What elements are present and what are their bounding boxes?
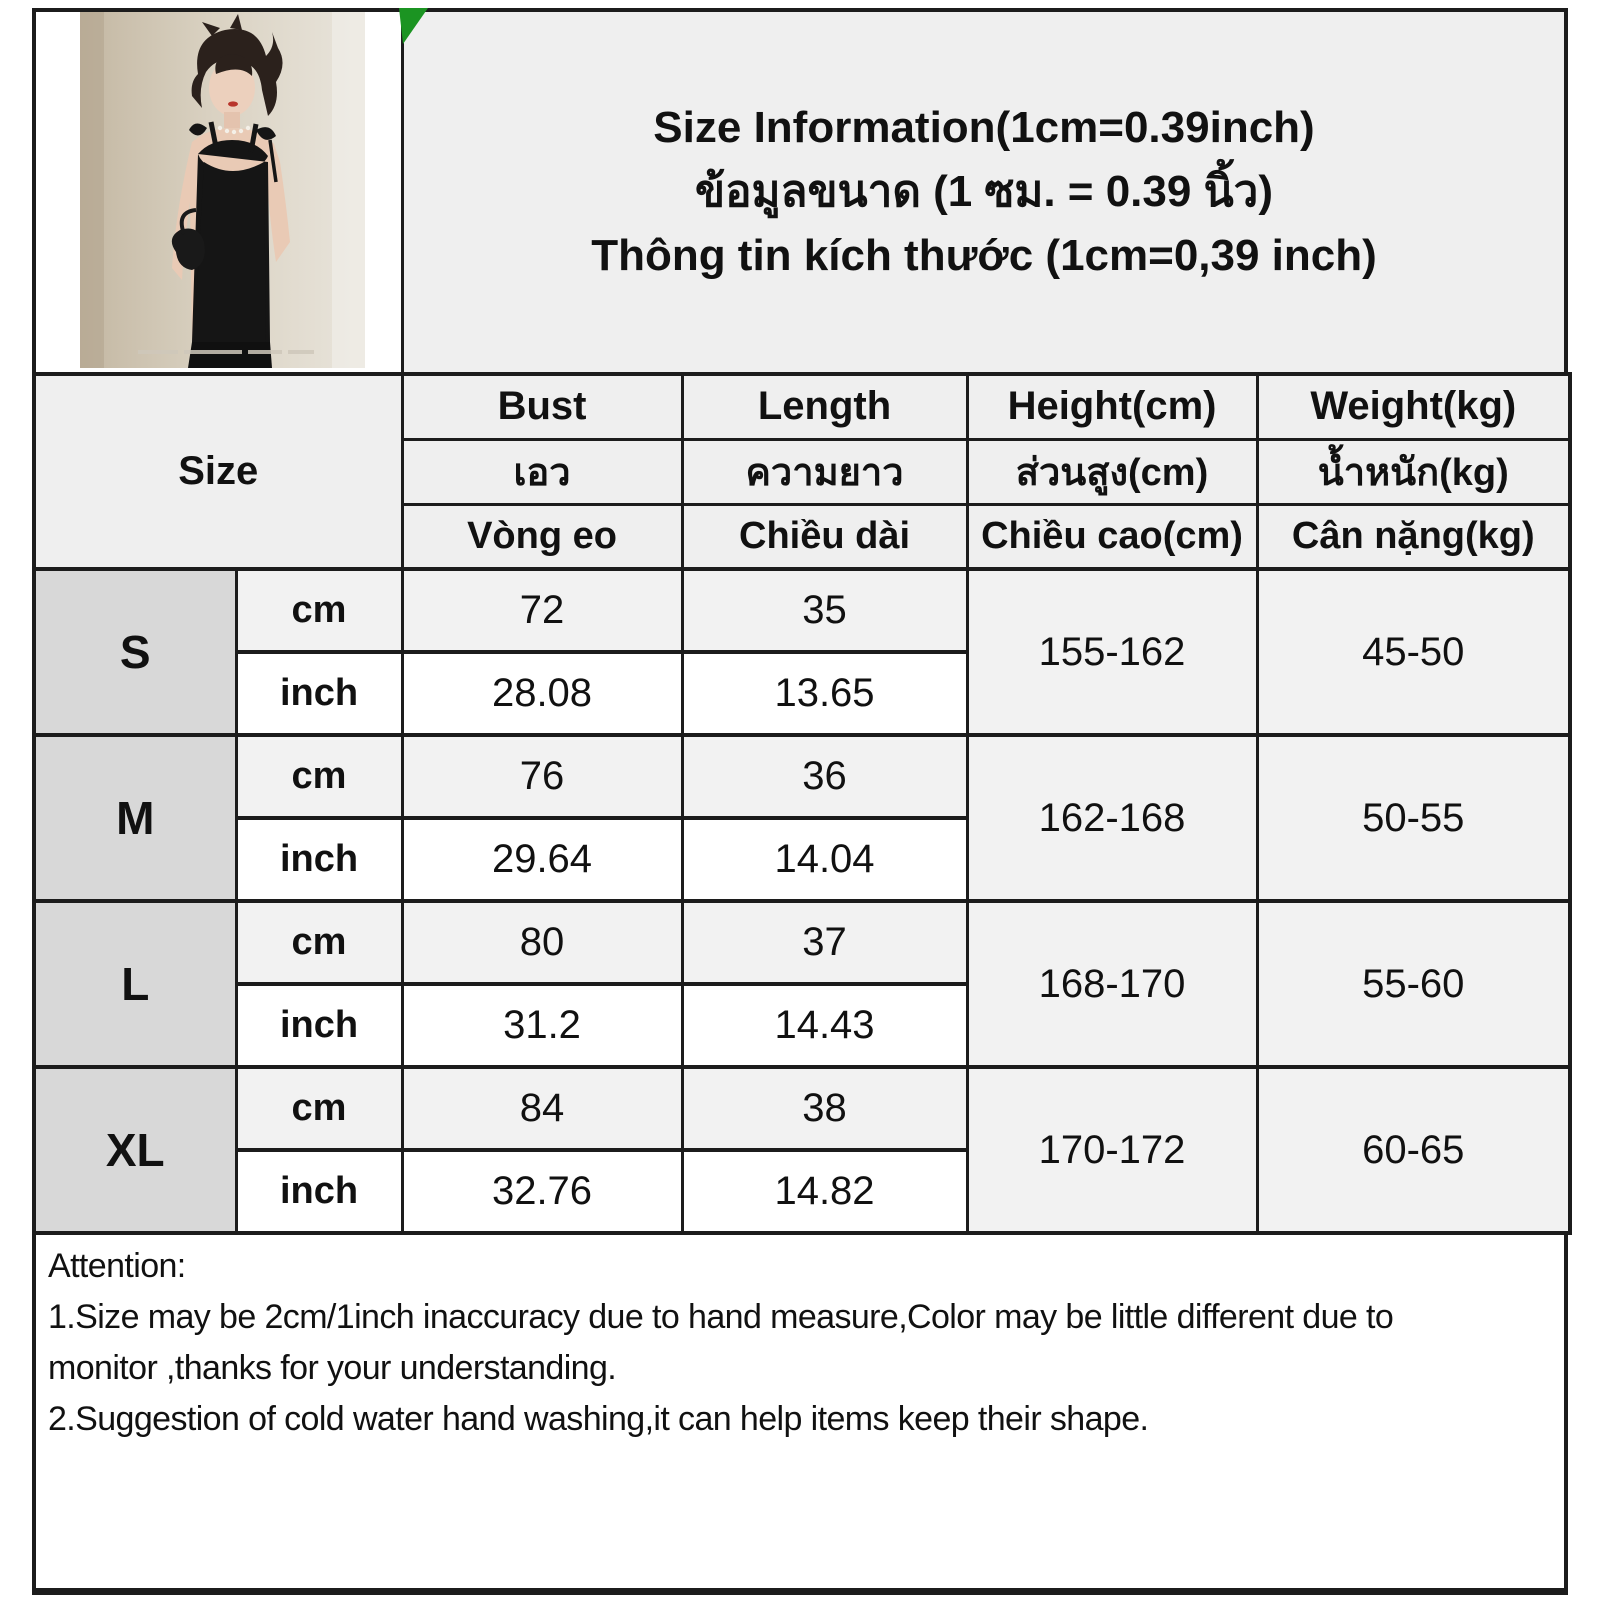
col-header-height-en: Height(cm)	[965, 372, 1259, 441]
cell-m-height: 162-168	[965, 733, 1259, 903]
product-photo	[80, 12, 365, 368]
size-label-l: L	[32, 899, 238, 1069]
cell-l-length-inch: 14.43	[680, 982, 969, 1069]
green-corner-flag-icon	[399, 8, 428, 44]
col-header-bust-vi: Vòng eo	[400, 502, 684, 571]
header-section: Size Information(1cm=0.39inch) ข้อมูลขนา…	[32, 8, 1568, 372]
size-information-title: Size Information(1cm=0.39inch) ข้อมูลขนา…	[404, 12, 1564, 372]
size-label-m: M	[32, 733, 238, 903]
cell-s-bust-cm: 72	[400, 567, 684, 654]
row-m-cm: M cm 76 36 162-168 50-55	[32, 733, 1572, 903]
size-chart-sheet: Size Information(1cm=0.39inch) ข้อมูลขนา…	[32, 8, 1573, 1595]
col-header-length-en: Length	[680, 372, 969, 441]
col-header-weight-th: น้ำหนัก(kg)	[1255, 437, 1572, 506]
unit-label-inch: inch	[234, 650, 404, 737]
col-header-height-vi: Chiều cao(cm)	[965, 502, 1259, 571]
row-xl-inch: inch 32.76 14.82	[34, 1148, 1570, 1235]
unit-label-inch: inch	[234, 1148, 404, 1235]
table-header-row-en: Size Bust Length Height(cm) Weight(kg)	[32, 372, 1572, 571]
cell-s-height: 155-162	[965, 567, 1259, 737]
unit-label-inch: inch	[234, 816, 404, 903]
cell-l-length-cm: 37	[680, 899, 969, 986]
row-l-cm: L cm 80 37 168-170 55-60	[32, 899, 1572, 1069]
cell-l-height: 168-170	[965, 899, 1259, 1069]
cell-xl-length-inch: 14.82	[680, 1148, 969, 1235]
table-header-row-vi: Vòng eo Chiều dài Chiều cao(cm) Cân nặng…	[34, 502, 1572, 571]
cell-m-length-cm: 36	[680, 733, 969, 820]
cell-s-weight: 45-50	[1255, 567, 1572, 737]
cell-l-bust-cm: 80	[400, 899, 684, 986]
cell-xl-bust-inch: 32.76	[400, 1148, 684, 1235]
cell-m-bust-inch: 29.64	[400, 816, 684, 903]
cell-xl-height: 170-172	[965, 1065, 1259, 1235]
cell-s-length-inch: 13.65	[680, 650, 969, 737]
attention-notes: Attention: 1.Size may be 2cm/1inch inacc…	[32, 1235, 1568, 1595]
col-header-length-th: ความยาว	[680, 437, 969, 506]
col-header-height-th: ส่วนสูง(cm)	[965, 437, 1259, 506]
row-l-inch: inch 31.2 14.43	[34, 982, 1570, 1069]
cell-m-length-inch: 14.04	[680, 816, 969, 903]
row-xl-cm: XL cm 84 38 170-172 60-65	[32, 1065, 1572, 1235]
size-label-s: S	[32, 567, 238, 737]
cell-xl-weight: 60-65	[1255, 1065, 1572, 1235]
cell-xl-length-cm: 38	[680, 1065, 969, 1152]
col-header-weight-en: Weight(kg)	[1255, 372, 1572, 441]
cell-s-bust-inch: 28.08	[400, 650, 684, 737]
product-photo-cell	[36, 12, 404, 372]
col-header-weight-vi: Cân nặng(kg)	[1255, 502, 1572, 571]
table-header-row-th: เอว ความยาว ส่วนสูง(cm) น้ำหนัก(kg)	[34, 437, 1572, 506]
title-vietnamese: Thông tin kích thước (1cm=0,39 inch)	[591, 231, 1377, 280]
unit-label-inch: inch	[234, 982, 404, 1069]
attention-heading: Attention:	[48, 1247, 186, 1285]
unit-label-cm: cm	[234, 733, 404, 820]
row-s-cm: S cm 72 35 155-162 45-50	[32, 567, 1572, 737]
col-header-length-vi: Chiều dài	[680, 502, 969, 571]
size-column-header: Size	[32, 372, 404, 571]
size-table: Size Bust Length Height(cm) Weight(kg) เ…	[32, 372, 1573, 1235]
title-english: Size Information(1cm=0.39inch)	[653, 103, 1315, 152]
row-m-inch: inch 29.64 14.04	[34, 816, 1570, 903]
size-label-xl: XL	[32, 1065, 238, 1235]
unit-label-cm: cm	[234, 1065, 404, 1152]
col-header-bust-th: เอว	[400, 437, 684, 506]
attention-item-1: 1.Size may be 2cm/1inch inaccuracy due t…	[48, 1298, 1394, 1387]
cell-l-weight: 55-60	[1255, 899, 1572, 1069]
unit-label-cm: cm	[234, 899, 404, 986]
unit-label-cm: cm	[234, 567, 404, 654]
cell-m-bust-cm: 76	[400, 733, 684, 820]
cell-s-length-cm: 35	[680, 567, 969, 654]
col-header-bust-en: Bust	[400, 372, 684, 441]
cell-l-bust-inch: 31.2	[400, 982, 684, 1069]
title-thai: ข้อมูลขนาด (1 ซม. = 0.39 นิ้ว)	[694, 167, 1273, 216]
attention-item-2: 2.Suggestion of cold water hand washing,…	[48, 1400, 1149, 1438]
row-s-inch: inch 28.08 13.65	[34, 650, 1570, 737]
cell-xl-bust-cm: 84	[400, 1065, 684, 1152]
cell-m-weight: 50-55	[1255, 733, 1572, 903]
